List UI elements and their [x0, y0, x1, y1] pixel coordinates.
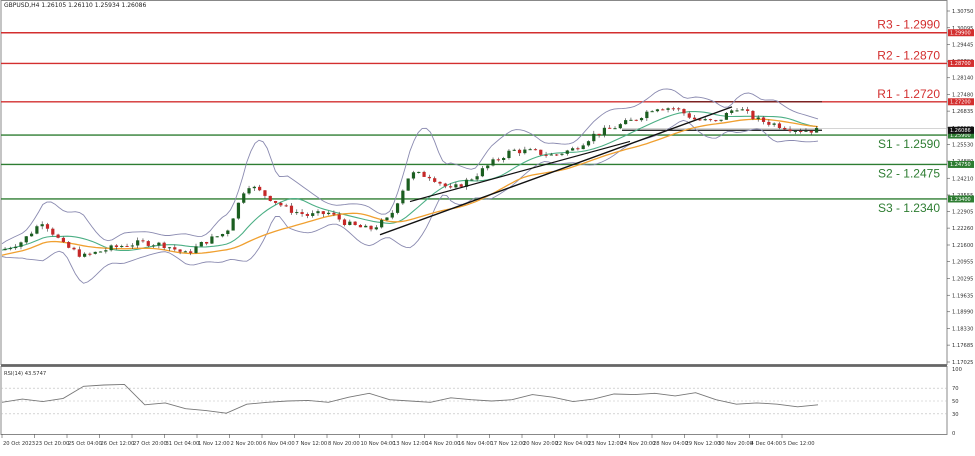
level-label-s1: S1 - 1.2590 [878, 137, 940, 151]
svg-text:8 Nov 20:00: 8 Nov 20:00 [328, 441, 360, 447]
bollinger-upper [1, 88, 819, 245]
svg-text:1.29900: 1.29900 [950, 31, 971, 37]
svg-text:50: 50 [952, 399, 959, 405]
svg-text:1.22905: 1.22905 [952, 210, 973, 216]
svg-text:1.17025: 1.17025 [952, 360, 973, 366]
svg-text:1.18330: 1.18330 [952, 327, 973, 333]
svg-text:17 Nov 12:00: 17 Nov 12:00 [491, 441, 526, 447]
svg-text:0: 0 [952, 431, 955, 437]
svg-text:28 Nov 04:00: 28 Nov 04:00 [653, 441, 688, 447]
svg-text:1.28700: 1.28700 [950, 61, 971, 67]
svg-text:24 Nov 20:00: 24 Nov 20:00 [621, 441, 656, 447]
svg-text:1.18990: 1.18990 [952, 310, 973, 316]
svg-text:30 Nov 20:00: 30 Nov 20:00 [718, 441, 753, 447]
svg-text:1.20295: 1.20295 [952, 276, 973, 282]
ma-fast-line [1, 111, 819, 252]
candlesticks [3, 106, 819, 258]
svg-text:1.23400: 1.23400 [950, 197, 971, 203]
svg-text:1.24210: 1.24210 [952, 176, 973, 182]
rsi-indicator: 100 70 50 30 0 [1, 367, 962, 437]
uptrend-line [379, 106, 733, 236]
moving-averages [1, 111, 819, 256]
svg-text:23 Oct 20:00: 23 Oct 20:00 [36, 441, 70, 447]
level-label-r1: R1 - 1.2720 [877, 87, 940, 101]
svg-text:7 Nov 12:00: 7 Nov 12:00 [296, 441, 328, 447]
rsi-line [1, 383, 819, 414]
trendlines [379, 106, 733, 236]
svg-text:1 Nov 12:00: 1 Nov 12:00 [198, 441, 230, 447]
svg-text:1.26086: 1.26086 [950, 128, 971, 134]
chart-header: GBPUSD,H4 1.26105 1.26110 1.25934 1.2608… [4, 2, 147, 9]
svg-text:1.25900: 1.25900 [950, 133, 971, 139]
rsi-panel-frame [0, 366, 948, 435]
svg-text:20 Nov 20:00: 20 Nov 20:00 [523, 441, 558, 447]
svg-text:1.27200: 1.27200 [950, 100, 971, 106]
svg-text:4 Dec 04:00: 4 Dec 04:00 [751, 441, 783, 447]
support-resistance-levels: R3 - 1.2990 1.29900 R2 - 1.2870 1.28700 R1 -… [1, 18, 974, 215]
level-label-r3: R3 - 1.2990 [877, 18, 940, 32]
svg-text:1.19635: 1.19635 [952, 293, 973, 299]
svg-text:25 Oct 04:00: 25 Oct 04:00 [68, 441, 102, 447]
bollinger-bands [1, 88, 819, 284]
rsi-label: RSI(14) 43.5747 [4, 371, 46, 377]
svg-text:1.28140: 1.28140 [952, 76, 973, 82]
svg-text:1.24750: 1.24750 [950, 162, 971, 168]
svg-text:1.21600: 1.21600 [952, 243, 973, 249]
svg-text:30: 30 [952, 412, 959, 418]
svg-text:1.30095: 1.30095 [952, 26, 973, 32]
svg-text:14 Nov 20:00: 14 Nov 20:00 [426, 441, 461, 447]
svg-text:1.30750: 1.30750 [952, 9, 973, 15]
svg-text:1.29445: 1.29445 [952, 42, 973, 48]
svg-text:16 Nov 04:00: 16 Nov 04:00 [458, 441, 493, 447]
bollinger-lower [1, 119, 819, 284]
svg-text:31 Oct 04:00: 31 Oct 04:00 [166, 441, 200, 447]
svg-text:26 Oct 12:00: 26 Oct 12:00 [101, 441, 135, 447]
svg-text:23 Nov 12:00: 23 Nov 12:00 [588, 441, 623, 447]
level-label-s2: S2 - 1.2475 [878, 166, 940, 180]
svg-text:5 Dec 12:00: 5 Dec 12:00 [783, 441, 815, 447]
uptrend-line-2 [409, 140, 631, 203]
level-label-r2: R2 - 1.2870 [877, 48, 940, 62]
svg-text:70: 70 [952, 386, 959, 392]
svg-text:22 Nov 04:00: 22 Nov 04:00 [556, 441, 591, 447]
svg-text:100: 100 [952, 367, 962, 373]
svg-text:20 Oct 2023: 20 Oct 2023 [3, 441, 35, 447]
svg-text:1.20955: 1.20955 [952, 259, 973, 265]
svg-text:1.27480: 1.27480 [952, 93, 973, 99]
level-label-s3: S3 - 1.2340 [878, 201, 940, 215]
svg-text:29 Nov 12:00: 29 Nov 12:00 [686, 441, 721, 447]
svg-text:6 Nov 04:00: 6 Nov 04:00 [263, 441, 295, 447]
svg-text:1.25530: 1.25530 [952, 142, 973, 148]
svg-text:27 Oct 20:00: 27 Oct 20:00 [133, 441, 167, 447]
svg-text:10 Nov 04:00: 10 Nov 04:00 [361, 441, 396, 447]
svg-text:13 Nov 12:00: 13 Nov 12:00 [393, 441, 428, 447]
svg-text:1.22260: 1.22260 [952, 226, 973, 232]
svg-text:1.26835: 1.26835 [952, 109, 973, 115]
svg-text:2 Nov 20:00: 2 Nov 20:00 [231, 441, 263, 447]
svg-text:1.17685: 1.17685 [952, 343, 973, 349]
price-panel-frame [0, 0, 948, 365]
ma-slow-line [1, 118, 819, 256]
